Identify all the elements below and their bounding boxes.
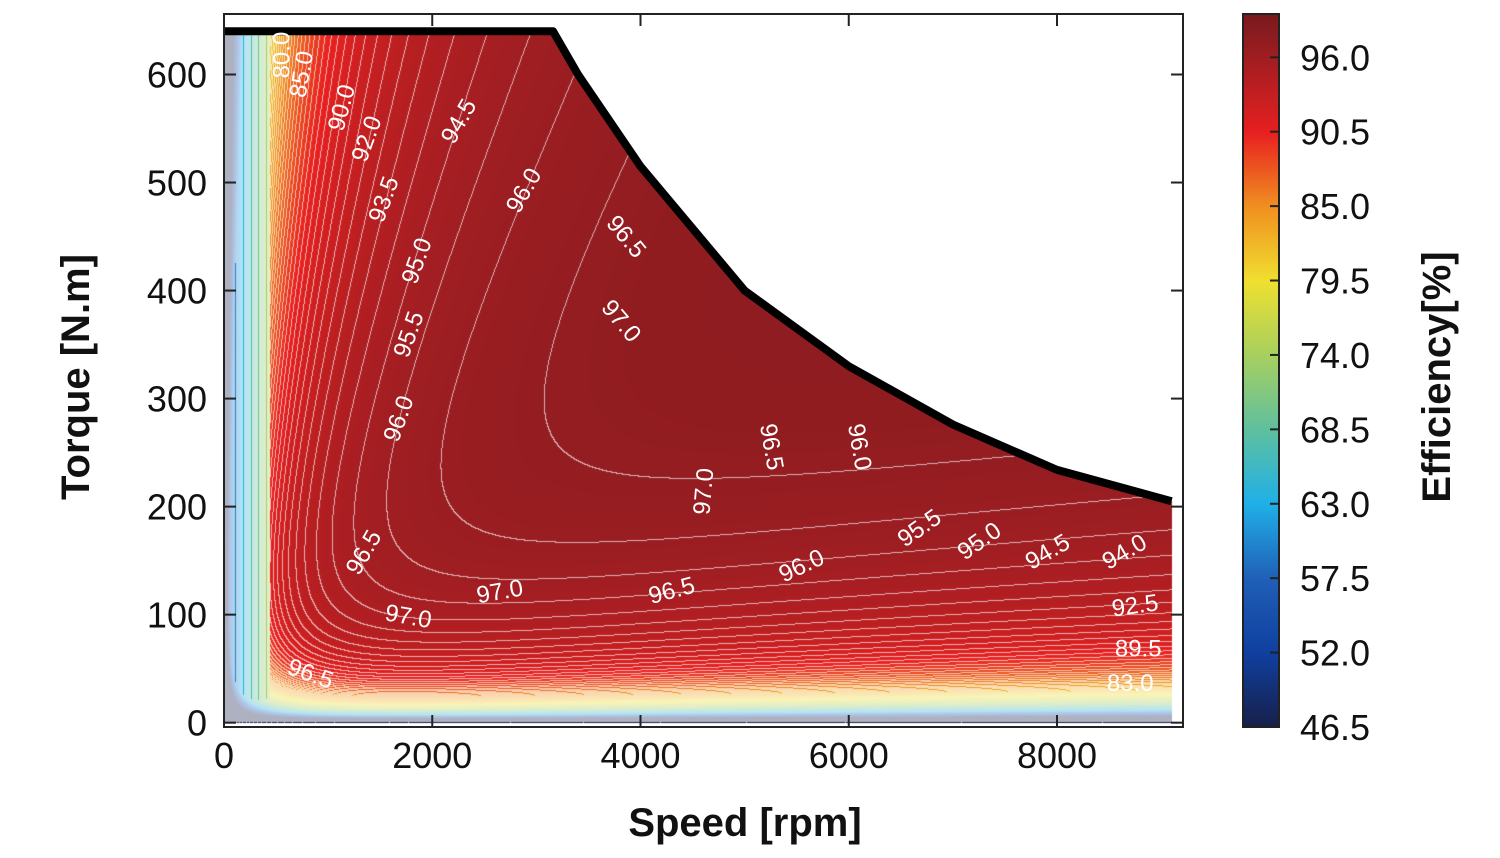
contour-label: 94.0 [1098, 529, 1152, 576]
colorbar-tick-label: 85.0 [1300, 186, 1370, 227]
colorbar-tick-label: 46.5 [1300, 707, 1370, 748]
colorbar-frame [1242, 13, 1280, 728]
colorbar-tick-label: 52.0 [1300, 633, 1370, 674]
x-tick-label: 4000 [600, 735, 680, 776]
contour-label: 96.0 [842, 422, 877, 473]
contour-label: 89.5 [1115, 636, 1162, 663]
y-axis: 0 100 200 300 400 500 600 [147, 54, 1183, 744]
x-tick-label: 6000 [809, 735, 889, 776]
colorbar-tick-label: 79.5 [1300, 261, 1370, 302]
contour-label: 95.5 [388, 308, 429, 361]
colorbar-tick-label: 96.0 [1300, 37, 1370, 78]
colorbar-axis: 46.5 52.0 57.5 63.0 68.5 74.0 79.5 85.0 90.5 96.0 [1270, 37, 1370, 748]
contour-label: 97.0 [383, 599, 434, 634]
colorbar-tick-label: 57.5 [1300, 558, 1370, 599]
y-axis-label: Torque [N.m] [54, 254, 98, 500]
y-tick-label: 500 [147, 163, 207, 204]
contour-labels: 80.085.090.092.093.594.596.096.597.095.0… [268, 32, 1161, 698]
contour-label: 96.0 [501, 164, 548, 218]
contour-label: 96.5 [601, 210, 652, 263]
contour-label: 96.0 [775, 544, 829, 588]
contour-label: 96.5 [284, 653, 337, 694]
torque-envelope-line [224, 27, 1173, 506]
contour-label: 94.5 [436, 94, 483, 148]
colorbar-tick-label: 90.5 [1300, 112, 1370, 153]
x-tick-label: 8000 [1017, 735, 1097, 776]
contour-label: 83.0 [1107, 670, 1154, 697]
colorbar-tick-label: 68.5 [1300, 409, 1370, 450]
x-axis-label: Speed [rpm] [628, 801, 861, 845]
y-tick-label: 600 [147, 54, 207, 95]
efficiency-map [224, 14, 1183, 727]
contour-label: 96.5 [754, 422, 789, 473]
contour-label: 94.5 [1021, 529, 1075, 576]
x-axis: 0 2000 4000 6000 8000 [214, 14, 1097, 776]
contour-label: 95.5 [893, 504, 947, 553]
contour-label: 93.5 [363, 173, 404, 226]
torque-envelope [224, 27, 1173, 506]
x-tick-label: 0 [214, 735, 234, 776]
contour-label: 97.0 [688, 467, 719, 516]
contour-label: 80.0 [268, 32, 295, 79]
colorbar-tick-label: 74.0 [1300, 335, 1370, 376]
contour-label: 96.5 [341, 526, 388, 580]
contour-label: 97.0 [474, 575, 525, 610]
y-tick-label: 100 [147, 595, 207, 636]
contour-label: 96.5 [646, 572, 698, 610]
contour-label: 95.0 [953, 517, 1007, 566]
y-tick-label: 200 [147, 487, 207, 528]
contour-label: 97.0 [596, 295, 647, 348]
y-tick-label: 300 [147, 379, 207, 420]
x-tick-label: 2000 [392, 735, 472, 776]
colorbar-gradient [1243, 14, 1279, 727]
contour-label: 92.5 [1110, 589, 1160, 622]
contour-label: 90.0 [323, 82, 361, 134]
y-tick-label: 400 [147, 271, 207, 312]
contour-label: 96.0 [378, 392, 419, 445]
y-tick-label: 0 [187, 703, 207, 744]
contour-label: 95.0 [396, 234, 437, 287]
plot-frame [223, 13, 1184, 728]
colorbar-tick-label: 63.0 [1300, 484, 1370, 525]
colorbar-label: Efficiency[%] [1415, 251, 1459, 502]
